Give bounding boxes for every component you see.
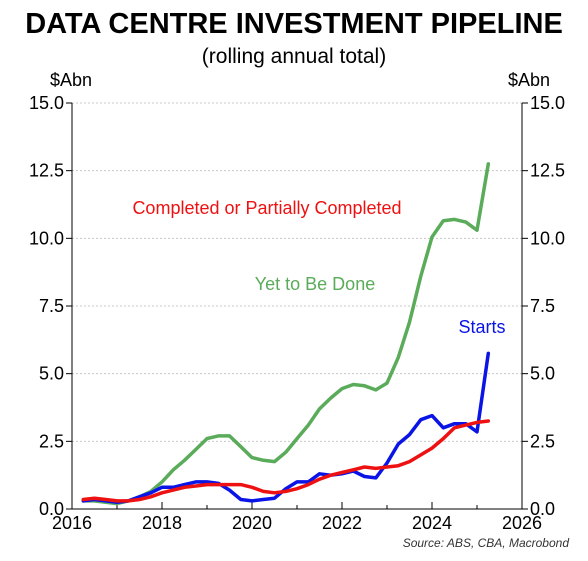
y-tick-label-left: 0.0 (39, 499, 64, 519)
series-label-completed: Completed or Partially Completed (132, 198, 401, 218)
x-tick-label: 2026 (502, 513, 542, 533)
x-tick-label: 2020 (232, 513, 272, 533)
y-tick-label-right: 15.0 (530, 93, 565, 113)
chart-source: Source: ABS, CBA, Macrobond (403, 536, 570, 550)
chart-title: DATA CENTRE INVESTMENT PIPELINE (25, 8, 563, 40)
tick-labels: 0.0 0.0 2.5 2.5 5.0 5.0 7.5 7.5 10.0 10.0 12.5 12.5… (29, 93, 565, 533)
y-tick-label-right: 7.5 (530, 296, 555, 316)
x-tick-label: 2022 (322, 513, 362, 533)
y-tick-label-left: 2.5 (39, 431, 64, 451)
series-label-starts: Starts (458, 317, 505, 337)
y-tick-label-left: 10.0 (29, 228, 64, 248)
series-line-completed-or-partially-completed (81, 419, 491, 503)
y-tick-label-left: 15.0 (29, 93, 64, 113)
y-tick-label-right: 12.5 (530, 161, 565, 181)
x-tick-label: 2016 (52, 513, 92, 533)
y-tick-label-left: 5.0 (39, 364, 64, 384)
axes (66, 102, 528, 510)
y-unit-left: $Abn (50, 70, 92, 90)
y-tick-label-right: 2.5 (530, 431, 555, 451)
x-tick-label: 2018 (142, 513, 182, 533)
y-tick-label-left: 12.5 (29, 161, 64, 181)
y-tick-label-right: 5.0 (530, 364, 555, 384)
series-line-starts (81, 351, 491, 504)
x-tick-label: 2024 (412, 513, 452, 533)
y-tick-label-right: 10.0 (530, 228, 565, 248)
y-tick-label-right: 0.0 (530, 499, 555, 519)
series-lines (81, 162, 491, 506)
y-unit-right: $Abn (508, 70, 550, 90)
gridlines (72, 102, 522, 442)
series-label-yet-to-be-done: Yet to Be Done (255, 274, 375, 294)
y-tick-label-left: 7.5 (39, 296, 64, 316)
chart-subtitle: (rolling annual total) (202, 45, 386, 68)
